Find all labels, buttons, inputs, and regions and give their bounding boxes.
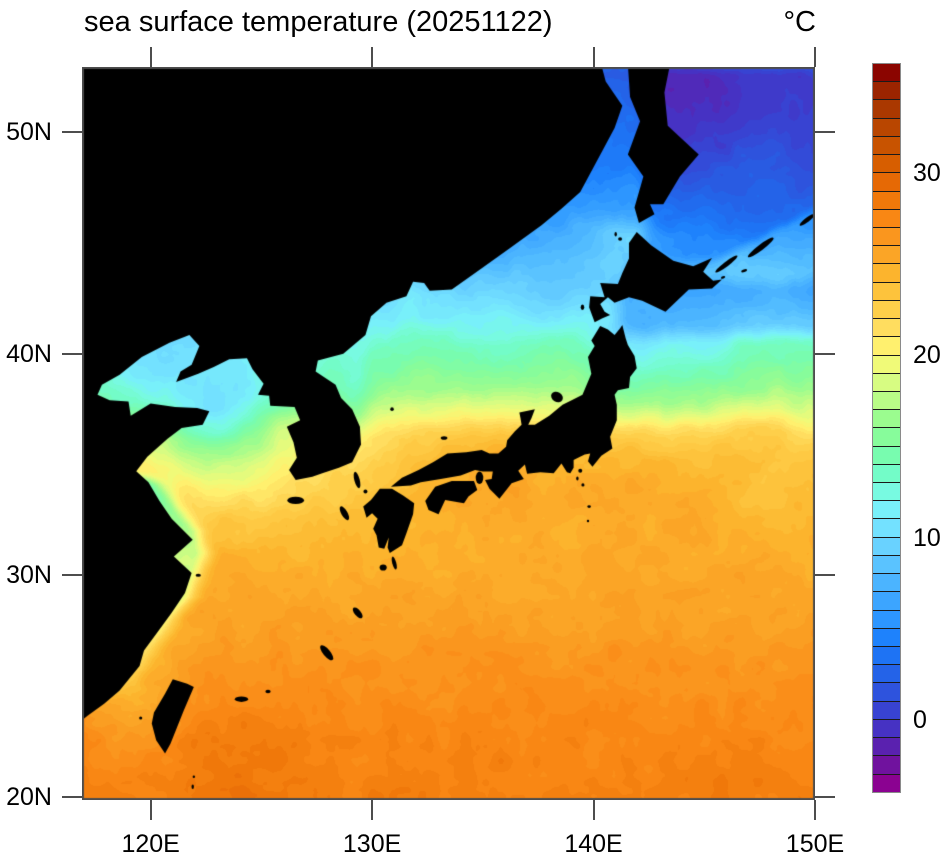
colorbar-segment bbox=[873, 336, 900, 355]
units-label: °C bbox=[783, 6, 816, 38]
colorbar-segment bbox=[873, 646, 900, 665]
lat-tick-left bbox=[62, 795, 82, 798]
lat-tick-right bbox=[815, 352, 835, 355]
colorbar-segment bbox=[873, 573, 900, 592]
lat-tick-left bbox=[62, 574, 82, 577]
lon-tick-bottom bbox=[371, 800, 374, 820]
lon-tick-label: 150E bbox=[785, 830, 845, 858]
colorbar-segment bbox=[873, 172, 900, 191]
colorbar-segment bbox=[873, 99, 900, 118]
lat-tick-label: 30N bbox=[6, 561, 52, 590]
lat-tick-label: 50N bbox=[6, 118, 52, 147]
lon-tick-bottom bbox=[814, 800, 816, 820]
colorbar-segment bbox=[873, 591, 900, 610]
colorbar-segment bbox=[873, 390, 900, 410]
colorbar bbox=[872, 63, 901, 793]
lon-tick-top bbox=[814, 47, 816, 67]
colorbar-segment bbox=[873, 226, 900, 246]
lon-tick-bottom bbox=[149, 800, 152, 820]
lon-tick-top bbox=[371, 47, 374, 67]
lat-tick-right bbox=[815, 574, 835, 577]
lat-tick-left bbox=[62, 352, 82, 355]
colorbar-segment bbox=[873, 372, 900, 391]
colorbar-segment bbox=[873, 409, 900, 428]
colorbar-segment bbox=[873, 263, 900, 282]
colorbar-segment bbox=[873, 463, 900, 483]
lat-tick-right bbox=[815, 131, 835, 134]
colorbar-segment bbox=[873, 718, 900, 738]
colorbar-segment bbox=[873, 117, 900, 136]
lon-tick-top bbox=[592, 47, 595, 67]
colorbar-segment bbox=[873, 299, 900, 319]
colorbar-segment bbox=[873, 135, 900, 155]
lon-tick-label: 140E bbox=[564, 830, 623, 858]
lon-tick-bottom bbox=[592, 800, 595, 820]
colorbar-segment bbox=[873, 154, 900, 173]
colorbar-segment bbox=[873, 245, 900, 264]
sst-map-canvas bbox=[82, 67, 815, 800]
colorbar-segment bbox=[873, 664, 900, 683]
lat-tick-left bbox=[62, 131, 82, 134]
colorbar-segment bbox=[873, 81, 900, 100]
colorbar-segment bbox=[873, 190, 900, 209]
lat-tick-right bbox=[815, 795, 835, 798]
colorbar-segment bbox=[873, 700, 900, 719]
colorbar-segment bbox=[873, 64, 900, 82]
colorbar-segment bbox=[873, 482, 900, 501]
colorbar-tick-label: 0 bbox=[913, 706, 927, 734]
lon-tick-label: 120E bbox=[121, 830, 180, 858]
colorbar-segment bbox=[873, 773, 900, 792]
lon-tick-label: 130E bbox=[342, 830, 402, 858]
colorbar-segment bbox=[873, 427, 900, 446]
colorbar-segment bbox=[873, 682, 900, 701]
colorbar-tick-label: 20 bbox=[913, 341, 941, 369]
colorbar-segment bbox=[873, 318, 900, 337]
colorbar-segment bbox=[873, 354, 900, 373]
colorbar-segment bbox=[873, 445, 900, 464]
colorbar-segment bbox=[873, 281, 900, 300]
colorbar-segment bbox=[873, 554, 900, 574]
colorbar-segment bbox=[873, 609, 900, 628]
colorbar-tick-label: 10 bbox=[913, 523, 941, 552]
colorbar-segment bbox=[873, 500, 900, 519]
lon-tick-top bbox=[149, 47, 152, 67]
colorbar-tick-label: 30 bbox=[913, 158, 941, 187]
figure-title: sea surface temperature (20251122) bbox=[84, 6, 553, 38]
colorbar-segment bbox=[873, 627, 900, 646]
colorbar-segment bbox=[873, 536, 900, 555]
colorbar-segment bbox=[873, 208, 900, 227]
colorbar-segment bbox=[873, 755, 900, 774]
lat-tick-label: 20N bbox=[6, 782, 52, 811]
colorbar-segment bbox=[873, 737, 900, 756]
plot-area bbox=[82, 67, 815, 800]
colorbar-segment bbox=[873, 518, 900, 537]
lat-tick-label: 40N bbox=[6, 339, 52, 368]
